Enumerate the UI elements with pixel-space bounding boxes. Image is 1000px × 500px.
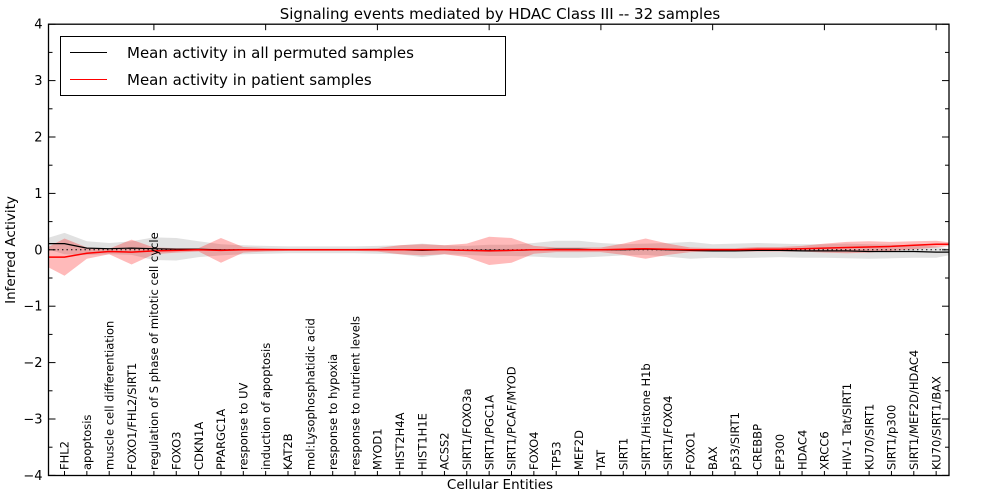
- x-tick-label: SIRT1/MEF2D/HDAC4: [907, 350, 921, 470]
- x-tick-label: SIRT1/FOXO3a: [460, 388, 474, 470]
- y-tick-label: 1: [34, 187, 42, 202]
- x-tick-label: muscle cell differentiation: [102, 321, 116, 470]
- axis-ticks: [48, 23, 949, 476]
- x-tick-label: response to hypoxia: [326, 354, 340, 470]
- x-tick-label: KU70/SIRT1/BAX: [929, 376, 943, 470]
- y-tick-label: 3: [34, 74, 42, 89]
- x-tick-label: SIRT1: [616, 438, 630, 470]
- x-tick-labels: FHL2 apoptosis muscle cell differentiation…: [58, 232, 944, 471]
- x-tick-label: HIST2H4A: [393, 412, 407, 470]
- x-tick-label: regulation of S phase of mitotic cell cy…: [147, 232, 161, 470]
- x-tick-label: FOXO3: [169, 432, 183, 470]
- x-tick-label: response to UV: [237, 382, 251, 470]
- permuted-samples-spread-band: [48, 232, 949, 261]
- y-tick-label: 0: [34, 243, 42, 258]
- y-tick-label: −2: [23, 356, 42, 371]
- x-tick-label: HIV-1 Tat/SIRT1: [840, 383, 854, 470]
- legend-entry-permuted: Mean activity in all permuted samples: [70, 44, 505, 62]
- x-tick-label: mol:Lysophosphatidic acid: [304, 318, 318, 470]
- permuted-line-swatch: [70, 52, 107, 53]
- x-tick-label: MYOD1: [371, 428, 385, 470]
- x-tick-label: SIRT1/p300: [885, 405, 899, 470]
- series-lines: [48, 243, 949, 258]
- x-tick-label: SIRT1/FOXO4: [661, 395, 675, 470]
- legend-box: Mean activity in all permuted samples Me…: [60, 36, 506, 96]
- x-tick-label: HDAC4: [795, 430, 809, 470]
- x-tick-label: ACSS2: [438, 432, 452, 470]
- y-tick-label: 4: [34, 18, 42, 33]
- x-tick-label: KAT2B: [281, 433, 295, 470]
- y-tick-label: −4: [23, 469, 42, 484]
- x-tick-label: p53/SIRT1: [728, 412, 742, 470]
- x-tick-label: FOXO1/FHL2/SIRT1: [125, 363, 139, 470]
- x-axis-title: Cellular Entities: [446, 477, 554, 493]
- legend-label: Mean activity in all permuted samples: [127, 43, 414, 62]
- patient-samples-spread-band: [48, 236, 949, 276]
- x-tick-label: SIRT1/PGC1A: [482, 395, 496, 470]
- y-axis-title: Inferred Activity: [3, 196, 19, 304]
- y-tick-labels: −4 −3 −2 −1 0 1 2 3 4: [23, 18, 42, 484]
- x-tick-label: FOXO1: [684, 432, 698, 470]
- x-tick-label: SIRT1/Histone H1b: [639, 363, 653, 470]
- x-tick-label: response to nutrient levels: [348, 316, 362, 470]
- x-tick-label: apoptosis: [80, 415, 94, 470]
- x-tick-label: EP300: [773, 434, 787, 470]
- legend-entry-patient: Mean activity in patient samples: [70, 71, 505, 89]
- x-tick-label: PPARGC1A: [214, 409, 228, 470]
- x-tick-label: TAT: [594, 449, 608, 471]
- y-tick-label: 2: [34, 131, 42, 146]
- x-tick-label: HIST1H1E: [415, 413, 429, 470]
- confidence-bands: [48, 232, 949, 276]
- x-tick-label: SIRT1/PCAF/MYOD: [505, 366, 519, 470]
- x-tick-label: CREBBP: [751, 424, 765, 470]
- x-tick-label: KU70/SIRT1: [862, 404, 876, 470]
- x-tick-label: BAX: [706, 446, 720, 470]
- x-tick-label: FOXO4: [527, 432, 541, 470]
- x-tick-label: FHL2: [58, 441, 72, 470]
- y-tick-label: −3: [23, 413, 42, 428]
- x-tick-label: XRCC6: [818, 431, 832, 470]
- x-tick-label: MEF2D: [572, 430, 586, 470]
- chart-title: Signaling events mediated by HDAC Class …: [279, 5, 721, 23]
- series-line-patient: [48, 243, 949, 258]
- x-tick-label: CDKN1A: [192, 422, 206, 470]
- y-tick-label: −1: [23, 300, 42, 315]
- legend-label: Mean activity in patient samples: [127, 70, 372, 89]
- x-tick-label: induction of apoptosis: [259, 343, 273, 470]
- patient-line-swatch: [70, 79, 107, 80]
- x-tick-label: TP53: [549, 441, 563, 471]
